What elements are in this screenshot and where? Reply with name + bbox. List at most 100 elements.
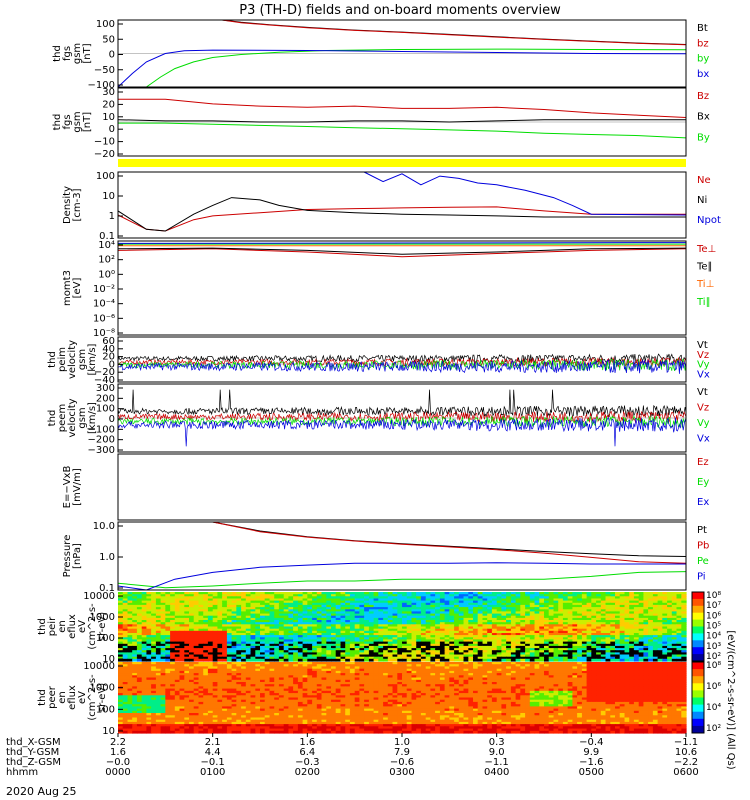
heatmap-cell [600, 656, 607, 660]
heatmap-cell [577, 615, 583, 619]
heatmap-cell [160, 664, 166, 667]
heatmap-cell [529, 611, 536, 615]
heatmap-cell [681, 602, 687, 606]
heatmap-cell [174, 611, 181, 615]
heatmap-cell [430, 654, 436, 658]
heatmap-cell [297, 639, 304, 643]
heatmap-cell [174, 594, 181, 597]
heatmap-cell [321, 598, 327, 602]
heatmap-cell [420, 598, 427, 602]
heatmap-cell [198, 626, 204, 630]
heatmap-cell [468, 622, 474, 625]
heatmap-cell [406, 654, 412, 658]
heatmap-cell [430, 645, 436, 649]
heatmap-cell [482, 658, 488, 662]
heatmap-cell [548, 607, 554, 610]
heatmap-cell [662, 633, 668, 636]
heatmap-cell [572, 611, 578, 615]
heatmap-cell [444, 637, 450, 641]
heatmap-cell [245, 677, 252, 681]
heatmap-cell [402, 596, 408, 600]
heatmap-cell [506, 650, 512, 653]
heatmap-cell [250, 664, 256, 667]
heatmap-cell [354, 637, 360, 641]
heatmap-cell [326, 628, 332, 632]
heatmap-cell [141, 594, 147, 597]
heatmap-cell [534, 668, 540, 672]
heatmap-cell [335, 626, 341, 630]
heatmap-cell [439, 607, 446, 610]
heatmap-cell [297, 604, 304, 608]
heatmap-cell [269, 620, 275, 623]
heatmap-cell [184, 602, 190, 606]
heatmap-cell [127, 613, 133, 617]
heatmap-cell [539, 677, 545, 681]
heatmap-cell [378, 668, 384, 672]
heatmap-cell [402, 617, 408, 621]
heatmap-cell [439, 670, 446, 674]
heatmap-cell [667, 664, 673, 667]
heatmap-cell [241, 670, 247, 674]
heatmap-cell [477, 658, 483, 662]
heatmap-cell [302, 673, 308, 676]
heatmap-cell [482, 662, 488, 665]
heatmap-cell [420, 677, 427, 681]
heatmap-cell [373, 633, 379, 636]
heatmap-cell [534, 598, 540, 602]
heatmap-cell [146, 626, 152, 630]
heatmap-cell [226, 622, 233, 625]
heatmap-cell [340, 600, 346, 604]
heatmap-cell [652, 652, 659, 656]
heatmap-cell [529, 622, 536, 625]
heatmap-cell [581, 592, 588, 595]
heatmap-cell [615, 648, 621, 651]
heatmap-cell [264, 600, 270, 604]
heatmap-cell [165, 641, 171, 645]
heatmap-cell [189, 609, 195, 613]
heatmap-cell [515, 594, 521, 597]
heatmap-cell [553, 637, 559, 641]
heatmap-cell [435, 622, 441, 625]
heatmap-cell [349, 615, 356, 619]
heatmap-cell [600, 600, 607, 604]
heatmap-cell [226, 648, 233, 651]
heatmap-cell [676, 675, 682, 679]
heatmap-cell [118, 648, 124, 651]
heatmap-cell [591, 613, 597, 617]
heatmap-cell [207, 611, 214, 615]
heatmap-cell [174, 668, 181, 672]
heatmap-cell [406, 602, 412, 606]
heatmap-cell [615, 675, 621, 679]
heatmap-cell [165, 675, 171, 679]
heatmap-cell [335, 635, 341, 638]
heatmap-cell [222, 620, 228, 623]
heatmap-cell [340, 620, 346, 623]
heatmap-cell [652, 613, 659, 617]
heatmap-cell [170, 652, 176, 656]
heatmap-cell [425, 600, 431, 604]
heatmap-cell [553, 645, 559, 649]
heatmap-cell [510, 664, 517, 667]
heatmap-cell [439, 666, 446, 670]
heatmap-cell [155, 662, 162, 665]
heatmap-cell [160, 641, 166, 645]
series-Vt [117, 353, 687, 364]
heatmap-cell [667, 670, 673, 674]
heatmap-cell [368, 615, 375, 619]
heatmap-cell [387, 598, 394, 602]
heatmap-cell [146, 670, 152, 674]
heatmap-cell [231, 630, 237, 634]
heatmap-cell [122, 615, 128, 619]
heatmap-cell [264, 626, 270, 630]
heatmap-cell [321, 622, 327, 625]
heatmap-cell [638, 664, 644, 667]
heatmap-cell [354, 664, 360, 667]
heatmap-cell [454, 626, 460, 630]
heatmap-cell [615, 617, 621, 621]
heatmap-cell [132, 628, 138, 632]
heatmap-cell [335, 594, 341, 597]
heatmap-cell [643, 654, 649, 658]
heatmap-cell [269, 654, 275, 658]
heatmap-cell [648, 626, 654, 630]
